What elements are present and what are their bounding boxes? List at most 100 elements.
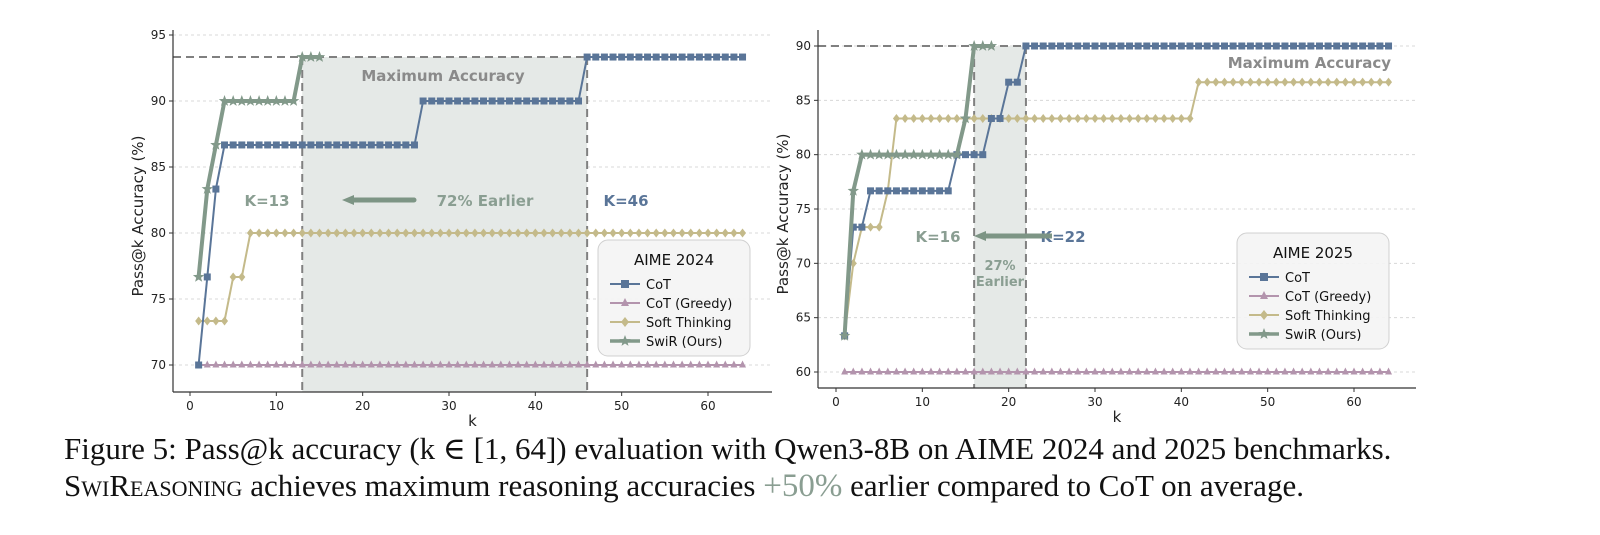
square-marker xyxy=(307,141,315,149)
diamond-marker xyxy=(246,228,254,238)
square-marker xyxy=(1212,42,1220,50)
square-marker xyxy=(1229,42,1237,50)
triangle-marker xyxy=(221,360,229,368)
star-marker xyxy=(916,148,928,160)
triangle-marker xyxy=(1212,367,1220,375)
legend: AIME 2025 CoT CoT (Greedy) Soft Thinking Swi… xyxy=(1236,232,1390,350)
diamond-marker xyxy=(1048,113,1056,123)
triangle-marker xyxy=(410,360,418,368)
star-marker xyxy=(244,95,257,106)
y-tick-label: 70 xyxy=(796,256,811,270)
square-marker xyxy=(195,361,203,369)
triangle-marker xyxy=(1186,367,1194,375)
legend-label: CoT xyxy=(1285,271,1310,286)
legend-item: SwiR (Ours) xyxy=(1249,328,1361,343)
triangle-marker xyxy=(592,360,600,368)
square-marker xyxy=(1281,42,1289,50)
star-marker xyxy=(313,51,326,62)
diamond-marker xyxy=(1315,77,1323,87)
triangle-marker xyxy=(1385,367,1393,375)
square-marker xyxy=(730,53,738,61)
diamond-marker xyxy=(644,228,652,238)
diamond-marker xyxy=(592,228,600,238)
diamond-marker xyxy=(333,228,341,238)
triangle-marker xyxy=(621,298,629,306)
square-marker xyxy=(1298,42,1306,50)
square-marker xyxy=(523,97,531,105)
square-marker xyxy=(540,97,548,105)
triangle-marker xyxy=(858,367,866,375)
diamond-marker xyxy=(1221,77,1228,87)
star-marker xyxy=(890,148,903,160)
diamond-marker xyxy=(730,228,738,238)
square-marker xyxy=(669,53,677,61)
diamond-marker xyxy=(1290,77,1298,87)
triangle-marker xyxy=(678,360,686,368)
triangle-marker xyxy=(402,360,410,368)
square-marker xyxy=(867,187,875,195)
series-line xyxy=(197,56,743,366)
triangle-marker xyxy=(514,360,522,368)
triangle-marker xyxy=(281,360,289,368)
square-marker xyxy=(739,53,747,61)
square-marker xyxy=(1255,42,1263,50)
square-marker xyxy=(255,141,263,149)
triangle-marker xyxy=(454,360,462,368)
square-marker xyxy=(1126,42,1134,50)
star-marker xyxy=(951,148,963,160)
triangle-marker xyxy=(324,360,332,368)
star-marker xyxy=(236,95,248,106)
x-tick-label: 0 xyxy=(832,395,840,409)
triangle-marker xyxy=(505,360,513,368)
y-axis-label: Pass@k Accuracy (%) xyxy=(774,134,792,295)
triangle-marker xyxy=(212,360,220,368)
square-marker xyxy=(212,185,220,193)
triangle-marker xyxy=(1082,367,1090,375)
square-marker xyxy=(1376,42,1384,50)
diamond-marker xyxy=(1065,113,1073,123)
triangle-marker xyxy=(428,360,436,368)
star-marker xyxy=(985,40,998,51)
square-marker xyxy=(1307,42,1315,50)
triangle-marker xyxy=(1022,367,1030,375)
diamond-marker xyxy=(359,228,367,238)
triangle-marker xyxy=(1169,367,1177,375)
triangle-marker xyxy=(523,360,531,368)
legend-title: AIME 2024 xyxy=(634,251,714,269)
earlier-label-line2: Earlier xyxy=(976,275,1025,290)
triangle-marker xyxy=(1290,367,1298,375)
square-marker xyxy=(316,141,323,149)
diamond-marker xyxy=(1281,77,1289,87)
triangle-marker xyxy=(1074,367,1082,375)
square-marker xyxy=(1238,42,1246,50)
star-marker xyxy=(287,95,300,106)
legend-item: SwiR (Ours) xyxy=(610,335,722,350)
triangle-marker xyxy=(644,360,652,368)
square-marker xyxy=(1091,42,1099,50)
square-marker xyxy=(359,141,367,149)
triangle-marker xyxy=(1341,367,1349,375)
square-marker xyxy=(1022,42,1030,50)
square-marker xyxy=(462,97,470,105)
square-marker xyxy=(1160,42,1168,50)
square-marker xyxy=(298,141,306,149)
triangle-marker xyxy=(290,360,298,368)
triangle-marker xyxy=(557,360,565,368)
diamond-marker xyxy=(1385,77,1393,87)
diamond-marker xyxy=(721,228,729,238)
triangle-marker xyxy=(1281,367,1289,375)
square-marker xyxy=(376,141,384,149)
square-marker xyxy=(927,187,935,195)
diamond-marker xyxy=(979,113,987,123)
triangle-marker xyxy=(1246,367,1254,375)
x-tick-label: 10 xyxy=(269,399,284,413)
triangle-marker xyxy=(367,360,375,368)
star-marker xyxy=(933,148,946,160)
legend-label: CoT (Greedy) xyxy=(646,297,732,312)
diamond-marker xyxy=(255,228,263,238)
triangle-marker xyxy=(203,360,211,368)
square-marker xyxy=(1013,78,1021,86)
square-marker xyxy=(1082,42,1090,50)
triangle-marker xyxy=(962,367,969,375)
star-marker xyxy=(977,40,989,51)
